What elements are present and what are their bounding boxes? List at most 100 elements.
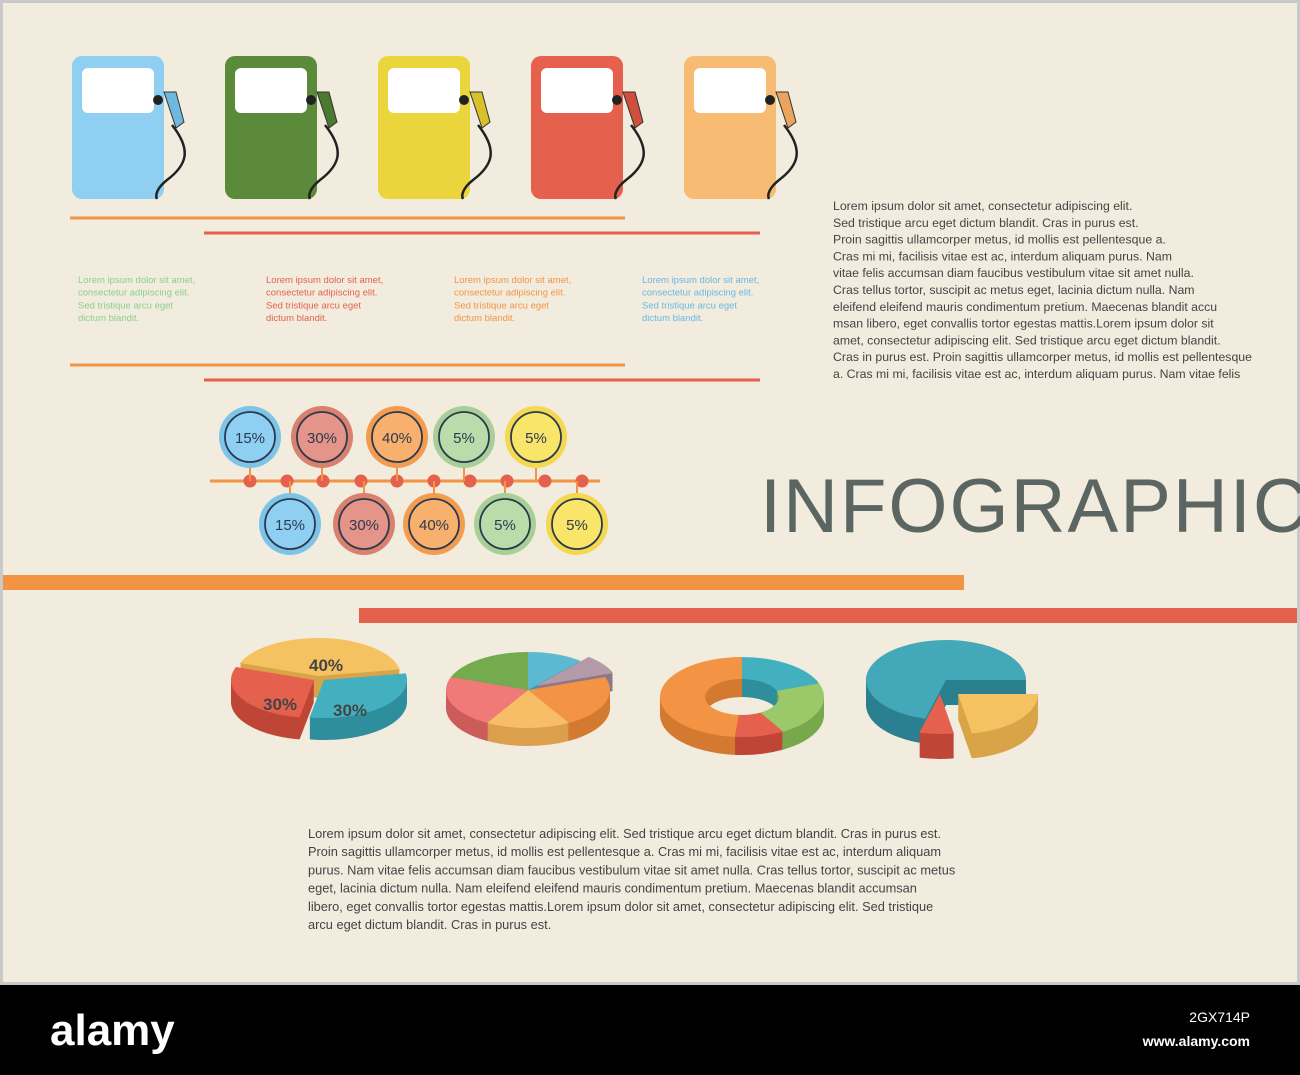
badge: [510, 411, 562, 463]
blurb: Lorem ipsum dolor sit amet,: [642, 275, 759, 286]
blurb: Sed tristique arcu eget: [642, 300, 737, 311]
side-text: a. Cras mi mi, facilisis vitae est ac, i…: [833, 367, 1240, 381]
pie-slice: [528, 677, 610, 723]
badge-label: 30%: [307, 430, 337, 447]
timeline-dot: [354, 474, 368, 488]
badge: [479, 498, 531, 550]
badge: [408, 498, 460, 550]
pump-cap: [612, 95, 622, 105]
pie-slice: [240, 637, 400, 676]
band: [359, 608, 1297, 623]
pump-nozzle: [316, 91, 338, 129]
pump-hose: [461, 124, 492, 200]
badge-label: 5%: [525, 430, 547, 447]
pie-slice: [450, 652, 528, 690]
pie-slice: [734, 712, 783, 737]
pump-hose: [155, 124, 186, 200]
side-text: amet, consectetur adipiscing elit. Sed t…: [833, 333, 1221, 347]
pie-slice: [760, 683, 824, 732]
badge-label: 5%: [566, 517, 588, 534]
badge: [224, 411, 276, 463]
side-text: Cras in purus est. Proin sagittis ullamc…: [833, 350, 1252, 364]
pie-slice: [309, 673, 407, 718]
pie-slice: [866, 640, 1026, 719]
footer-bar: [0, 985, 1300, 1075]
timeline-dot: [538, 474, 552, 488]
pump-screen: [235, 68, 307, 113]
blurb: dictum blandit.: [454, 313, 515, 324]
pie-label: 30%: [263, 695, 297, 714]
badge: [296, 411, 348, 463]
timeline-dot: [463, 474, 477, 488]
title: INFOGRAPHIC: [760, 464, 1300, 549]
pump-cap: [459, 95, 469, 105]
badge: [551, 498, 603, 550]
badge-label: 15%: [235, 430, 265, 447]
blurb: consectetur adipiscing elit.: [454, 288, 565, 299]
side-text: Proin sagittis ullamcorper metus, id mol…: [833, 233, 1166, 247]
side-text: Lorem ipsum dolor sit amet, consectetur …: [833, 199, 1132, 213]
pump-screen: [82, 68, 154, 113]
side-text: Sed tristique arcu eget dictum blandit. …: [833, 216, 1139, 230]
pump-nozzle: [775, 91, 797, 129]
blurb: consectetur adipiscing elit.: [266, 288, 377, 299]
pie-label: 30%: [333, 701, 367, 720]
badge: [338, 498, 390, 550]
blurb: Lorem ipsum dolor sit amet,: [78, 275, 195, 286]
pump-screen: [388, 68, 460, 113]
badge-label: 40%: [382, 430, 412, 447]
footer-id: 2GX714P: [1189, 1009, 1250, 1025]
badge-label: 5%: [453, 430, 475, 447]
pump-screen: [541, 68, 613, 113]
pie-slice: [487, 690, 569, 728]
blurb: Sed tristique arcu eget: [266, 300, 361, 311]
blurb: Sed tristique arcu eget: [78, 300, 173, 311]
pump-hose: [767, 124, 798, 200]
pump-cap: [153, 95, 163, 105]
side-text: vitae felis accumsan diam faucibus vesti…: [833, 266, 1194, 280]
badge: [438, 411, 490, 463]
blurb: dictum blandit.: [642, 313, 703, 324]
badge-label: 5%: [494, 517, 516, 534]
side-text: Cras mi mi, facilisis vitae est ac, inte…: [833, 249, 1172, 263]
body-text: purus. Nam vitae felis accumsan diam fau…: [308, 862, 955, 877]
band: [3, 575, 964, 590]
pump-hose: [308, 124, 339, 200]
pump-nozzle: [469, 91, 491, 129]
pie-slice: [742, 657, 820, 691]
pie-slice: [446, 677, 528, 723]
side-text: msan libero, eget convallis tortor egest…: [833, 317, 1214, 331]
pie-slice: [660, 657, 742, 737]
pie-label: 40%: [309, 656, 343, 675]
pump-screen: [694, 68, 766, 113]
pump-cap: [765, 95, 775, 105]
pump-cap: [306, 95, 316, 105]
pie-slice: [958, 694, 1038, 734]
blurb: dictum blandit.: [78, 313, 139, 324]
timeline-dot: [500, 474, 514, 488]
timeline-dot: [280, 474, 294, 488]
pie-slice: [231, 667, 314, 718]
footer-site: www.alamy.com: [1142, 1033, 1250, 1049]
badge-label: 30%: [349, 517, 379, 534]
badge: [371, 411, 423, 463]
body-text: Proin sagittis ullamcorper metus, id mol…: [308, 844, 941, 859]
side-text: eleifend eleifend mauris condimentum pre…: [833, 300, 1217, 314]
pie-slice: [919, 694, 954, 734]
body-text: libero, eget convallis tortor egestas ma…: [308, 899, 933, 914]
pie-slice: [536, 656, 614, 686]
blurb: consectetur adipiscing elit.: [642, 288, 753, 299]
blurb: dictum blandit.: [266, 313, 327, 324]
blurb: Sed tristique arcu eget: [454, 300, 549, 311]
blurb: Lorem ipsum dolor sit amet,: [454, 275, 571, 286]
badge: [264, 498, 316, 550]
footer-brand: alamy: [50, 1006, 175, 1055]
badge-label: 15%: [275, 517, 305, 534]
blurb: consectetur adipiscing elit.: [78, 288, 189, 299]
body-text: arcu eget dictum blandit. Cras in purus …: [308, 917, 551, 932]
side-text: Cras tellus tortor, suscipit ac metus eg…: [833, 283, 1195, 297]
background: [3, 3, 1297, 982]
blurb: Lorem ipsum dolor sit amet,: [266, 275, 383, 286]
